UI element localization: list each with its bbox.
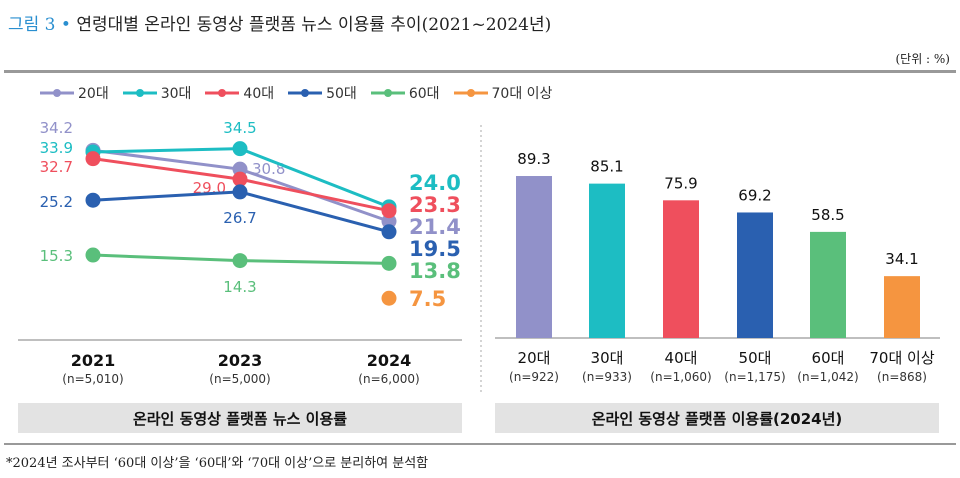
data-label: 33.9 <box>40 139 73 157</box>
footnote: *2024년 조사부터 ‘60대 이상’을 ‘60대’와 ‘70대 이상’으로 … <box>6 456 429 471</box>
data-label: 13.8 <box>409 259 461 283</box>
bar-chart-caption: 온라인 동영상 플랫폼 이용률(2024년) <box>495 403 939 433</box>
bar-value-label: 85.1 <box>590 158 623 176</box>
data-label: 14.3 <box>223 278 256 296</box>
data-label: 32.7 <box>40 158 73 176</box>
legend-item: 30대 <box>122 83 192 103</box>
bar <box>663 200 699 338</box>
x-tick-label: 60대 <box>812 349 845 367</box>
legend-item: 50대 <box>288 83 357 103</box>
x-tick-sample: (n=5,010) <box>62 372 123 386</box>
data-point <box>85 192 101 208</box>
bar <box>737 212 773 338</box>
data-label: 34.5 <box>223 119 256 137</box>
data-label: 30.8 <box>252 160 285 178</box>
data-point <box>232 141 248 157</box>
legend-marker <box>453 89 488 97</box>
data-label: 26.7 <box>223 209 256 227</box>
x-tick-sample: (n=868) <box>877 370 927 384</box>
bullet-icon: • <box>60 15 71 35</box>
bar-value-label: 89.3 <box>517 150 550 168</box>
legend-marker <box>288 89 323 97</box>
x-tick-sample: (n=6,000) <box>358 372 419 386</box>
line-chart-caption: 온라인 동영상 플랫폼 뉴스 이용률 <box>18 403 462 433</box>
x-tick-sample: (n=922) <box>509 370 559 384</box>
legend: 20대 30대 40대 50대 60대 70대 이상 <box>40 83 552 103</box>
bar-value-label: 34.1 <box>885 250 918 268</box>
data-point <box>232 253 248 269</box>
bar <box>589 183 625 338</box>
data-label: 19.5 <box>409 237 461 261</box>
x-tick-label: 2024 <box>367 351 412 370</box>
legend-label: 70대 이상 <box>491 86 553 102</box>
title-text: 연령대별 온라인 동영상 플랫폼 뉴스 이용률 추이(2021~2024년) <box>76 15 552 35</box>
data-point <box>381 203 397 219</box>
legend-item: 20대 <box>40 83 109 103</box>
x-tick-label: 2023 <box>218 351 263 370</box>
legend-item: 70대 이상 <box>453 83 553 103</box>
x-tick-label: 2021 <box>71 351 116 370</box>
data-point <box>85 247 101 263</box>
figure-label: 그림 3 <box>8 15 56 35</box>
x-tick-sample: (n=933) <box>582 370 632 384</box>
bar-value-label: 69.2 <box>738 186 771 204</box>
legend-item: 60대 <box>370 83 440 103</box>
data-point <box>232 171 248 187</box>
data-label: 24.0 <box>409 171 461 195</box>
legend-marker <box>370 89 405 97</box>
data-label: 25.2 <box>40 193 73 211</box>
divider <box>4 70 956 73</box>
legend-label: 60대 <box>408 86 440 102</box>
data-label: 15.3 <box>40 247 73 265</box>
unit-label: (단위 : %) <box>895 52 950 66</box>
legend-item: 40대 <box>205 83 274 103</box>
legend-label: 30대 <box>160 86 192 102</box>
x-tick-sample: (n=1,042) <box>797 370 858 384</box>
figure-title: 그림 3 • 연령대별 온라인 동영상 플랫폼 뉴스 이용률 추이(2021~2… <box>8 10 551 35</box>
x-tick-label: 40대 <box>665 349 698 367</box>
data-label: 7.5 <box>409 287 446 311</box>
x-tick-sample: (n=1,175) <box>724 370 785 384</box>
data-point <box>381 213 397 229</box>
x-tick-sample: (n=1,060) <box>650 370 711 384</box>
bar-value-label: 58.5 <box>811 206 844 224</box>
x-tick-label: 20대 <box>518 349 551 367</box>
data-label: 23.3 <box>409 193 461 217</box>
data-point <box>381 255 397 271</box>
x-tick-label: 30대 <box>591 349 624 367</box>
legend-label: 40대 <box>243 86 275 102</box>
legend-label: 50대 <box>326 86 357 102</box>
bar-value-label: 75.9 <box>664 174 697 192</box>
bar <box>810 231 846 338</box>
legend-marker <box>205 89 240 97</box>
legend-label: 20대 <box>78 86 109 102</box>
data-label: 21.4 <box>409 215 461 239</box>
data-label: 34.2 <box>40 119 73 137</box>
x-tick-sample: (n=5,000) <box>209 372 270 386</box>
x-tick-label: 70대 이상 <box>869 349 934 367</box>
divider <box>4 443 956 445</box>
bar <box>884 276 920 338</box>
data-point <box>232 184 248 200</box>
legend-marker <box>40 89 74 97</box>
bar <box>516 176 552 338</box>
x-tick-label: 50대 <box>739 349 772 367</box>
data-point <box>381 224 397 240</box>
data-point <box>85 151 101 167</box>
legend-marker <box>122 89 157 97</box>
data-point <box>381 290 397 306</box>
